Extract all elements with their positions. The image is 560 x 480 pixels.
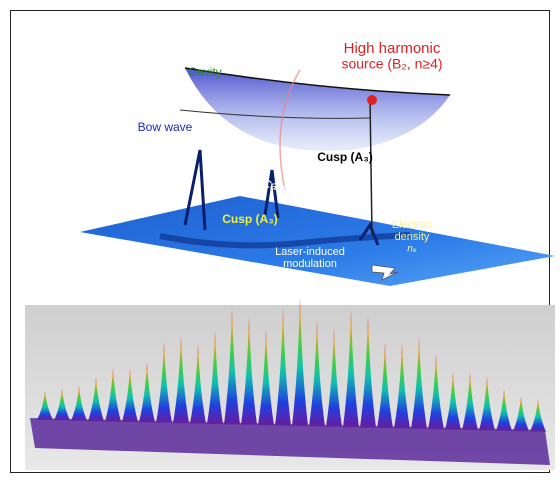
surface-peak [377,342,393,428]
surface-peak [190,344,206,424]
modulation-label: Laser-induced [275,246,345,258]
surface-peak [530,399,546,432]
surface-peak [428,354,444,430]
spike-line [369,97,373,236]
surface-peak [513,396,529,432]
surface-peak [241,316,257,425]
density-label: Electron [392,219,432,231]
surface-peak [292,297,308,426]
bow-wave-label: Bow wave [138,120,193,134]
surface-peak [71,386,87,421]
modulation-label: modulation [283,258,337,270]
cavity-wall-label: Cavity wall [261,176,320,202]
surface-peak [309,320,325,427]
surface-peak [224,308,240,425]
source-label: High harmonic [344,40,441,57]
surface-peak [411,337,427,429]
surface-peak [343,309,359,428]
spectrum-base [30,418,550,465]
surface-peak [462,372,478,430]
density-label: density [395,231,430,243]
surface-peak [496,389,512,431]
surface-peak [37,391,53,420]
bow-wave-line [179,109,371,119]
cavity-rim [184,67,451,96]
cavity-wall-trace [159,232,411,249]
surface-peak [105,368,121,422]
surface-peak [275,308,291,426]
surface-peak [394,343,410,429]
surface-peak [445,371,461,430]
cusp-label: Cusp (A₃) [222,212,278,226]
density-label: nₑ [407,244,417,255]
source-label: source (B₂, n≥4) [341,56,442,72]
surface-peak [139,361,155,423]
surface-peak [122,368,138,422]
surface-peak [54,388,70,421]
frame [10,10,550,473]
surface-peak [326,327,342,427]
source-point [367,95,377,105]
laser-arrow [371,264,399,281]
surface-peak [479,376,495,431]
spectrum-surface [37,297,546,432]
cavity-surface [185,68,450,151]
cusp-label: Cusp (A₃) [317,150,373,164]
cavity-label: Cavity [188,65,221,79]
surface-peak [360,316,376,428]
surface-peak [207,330,223,424]
surface-peak [173,336,189,424]
emission-arc [279,69,301,191]
surface-peak [88,377,104,422]
surface-peak [258,329,274,426]
surface-peak [156,342,172,423]
